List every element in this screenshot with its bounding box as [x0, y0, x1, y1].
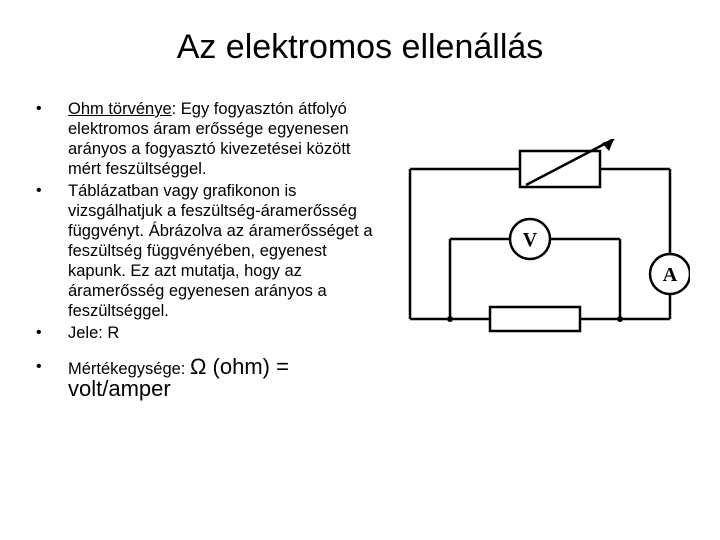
bullet-text: Táblázatban vagy grafikonon is vizsgálha… [68, 181, 380, 321]
circuit-diagram: A V [390, 139, 690, 359]
page-title: Az elektromos ellenállás [30, 28, 690, 67]
list-item: • Mértékegysége: Ω (ohm) = volt/amper [30, 357, 380, 401]
ammeter-label: A [663, 264, 678, 286]
bullet-dot: • [30, 99, 68, 119]
list-item: • Ohm törvénye: Egy fogyasztón átfolyó e… [30, 99, 380, 179]
ohm-law-label: Ohm törvénye [68, 100, 172, 118]
bullet-list: • Ohm törvénye: Egy fogyasztón átfolyó e… [30, 99, 380, 401]
bullet-text: Mértékegysége: Ω (ohm) = volt/amper [68, 357, 380, 401]
diagram-column: A V [390, 99, 690, 359]
text-column: • Ohm törvénye: Egy fogyasztón átfolyó e… [30, 99, 390, 403]
list-item: • Táblázatban vagy grafikonon is vizsgál… [30, 181, 380, 321]
slide: Az elektromos ellenállás • Ohm törvénye:… [0, 0, 720, 540]
list-item: • Jele: R [30, 323, 380, 343]
bullet-text: Jele: R [68, 323, 380, 343]
bullet-dot: • [30, 181, 68, 201]
content-columns: • Ohm törvénye: Egy fogyasztón átfolyó e… [30, 99, 690, 403]
resistor-icon [490, 307, 580, 331]
bullet-text: Ohm törvénye: Egy fogyasztón átfolyó ele… [68, 99, 380, 179]
bullet-dot: • [30, 357, 68, 377]
voltmeter-label: V [523, 229, 538, 251]
bullet-dot: • [30, 323, 68, 343]
